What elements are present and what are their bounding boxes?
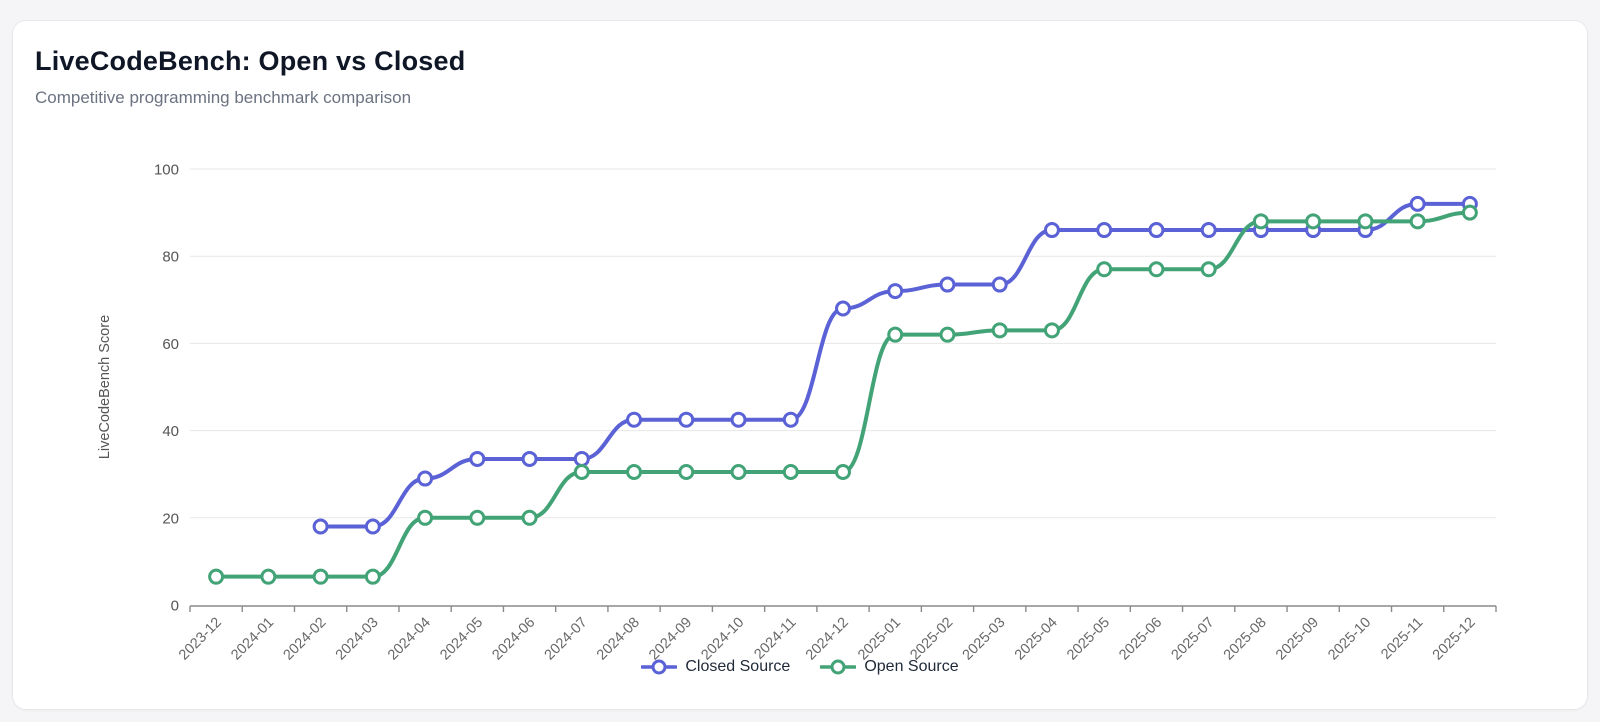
data-point-closed-source	[678, 411, 695, 428]
data-point-closed-source	[1043, 222, 1060, 239]
data-point-open-source	[835, 464, 851, 481]
svg-text:2024-04: 2024-04	[385, 615, 434, 664]
x-axis	[189, 605, 1497, 612]
svg-text:2025-10: 2025-10	[1325, 615, 1374, 664]
series-open-source	[208, 204, 1478, 585]
svg-text:2025-07: 2025-07	[1169, 615, 1218, 664]
data-point-open-source	[626, 464, 643, 481]
data-point-open-source	[1252, 213, 1269, 230]
svg-text:2024-06: 2024-06	[489, 615, 538, 664]
svg-text:2025-02: 2025-02	[907, 615, 956, 664]
data-point-open-source	[312, 568, 329, 585]
series-closed-source	[312, 195, 1478, 535]
data-point-closed-source	[730, 411, 747, 428]
svg-text:2025-03: 2025-03	[960, 615, 1009, 664]
svg-text:2024-07: 2024-07	[542, 615, 591, 664]
svg-text:2025-12: 2025-12	[1430, 615, 1479, 664]
svg-text:2025-09: 2025-09	[1273, 615, 1322, 664]
data-point-open-source	[782, 464, 799, 481]
svg-text:2024-10: 2024-10	[698, 615, 747, 664]
data-point-closed-source	[521, 450, 538, 467]
svg-text:2024-11: 2024-11	[751, 615, 799, 663]
data-point-closed-source	[991, 276, 1008, 293]
data-point-closed-source	[417, 470, 434, 487]
chart-header: LiveCodeBench: Open vs Closed Competitiv…	[35, 45, 465, 108]
chart-subtitle: Competitive programming benchmark compar…	[35, 87, 412, 107]
svg-text:2025-05: 2025-05	[1064, 615, 1113, 664]
data-point-closed-source	[939, 276, 956, 293]
data-point-open-source	[469, 509, 486, 526]
svg-text:100: 100	[154, 162, 179, 179]
x-tick-labels: 2023-12 2024-01 2024-02 2024-03 2024-04 2024-…	[176, 615, 1479, 664]
data-point-open-source	[887, 326, 904, 343]
svg-text:0: 0	[171, 598, 179, 615]
y-axis-title: LiveCodeBench Score	[97, 315, 113, 459]
data-point-open-source	[991, 322, 1008, 339]
svg-text:2024-08: 2024-08	[594, 615, 643, 664]
svg-text:80: 80	[162, 249, 179, 266]
data-point-open-source	[730, 464, 747, 481]
data-point-open-source	[1461, 204, 1478, 221]
data-point-open-source	[678, 464, 695, 481]
chart-card: LiveCodeBench: Open vs Closed Competitiv…	[12, 20, 1588, 710]
svg-text:2023-12: 2023-12	[176, 615, 225, 664]
data-point-open-source	[260, 568, 277, 585]
data-point-open-source	[1409, 213, 1426, 230]
svg-text:2024-01: 2024-01	[228, 615, 277, 664]
data-point-closed-source	[626, 411, 643, 428]
data-point-open-source	[208, 568, 225, 585]
legend-label-open-source: Open Source	[864, 658, 959, 675]
data-point-closed-source	[364, 518, 381, 535]
chart-title: LiveCodeBench: Open vs Closed	[35, 46, 466, 76]
data-point-closed-source	[835, 300, 851, 317]
data-point-open-source	[364, 568, 381, 585]
data-point-closed-source	[1096, 222, 1113, 239]
svg-text:2025-01: 2025-01	[855, 615, 904, 664]
svg-text:2024-05: 2024-05	[437, 615, 486, 664]
data-point-closed-source	[887, 283, 904, 300]
svg-text:2024-02: 2024-02	[280, 615, 329, 664]
svg-text:2025-08: 2025-08	[1221, 615, 1270, 664]
data-point-open-source	[1043, 322, 1060, 339]
svg-text:60: 60	[162, 336, 179, 353]
data-point-closed-source	[469, 450, 486, 467]
data-point-closed-source	[782, 411, 799, 428]
y-gridlines	[190, 168, 1496, 519]
data-point-closed-source	[573, 450, 590, 467]
data-point-open-source	[939, 326, 956, 343]
data-point-closed-source	[1148, 222, 1165, 239]
data-point-open-source	[1096, 261, 1113, 278]
svg-text:40: 40	[162, 423, 179, 440]
legend-marker-open-source	[820, 659, 857, 675]
chart-legend: Closed Source Open Source	[13, 658, 1587, 676]
svg-text:2025-04: 2025-04	[1012, 615, 1061, 664]
svg-text:2024-09: 2024-09	[646, 615, 695, 664]
legend-item-closed-source[interactable]: Closed Source	[641, 658, 790, 676]
svg-text:20: 20	[162, 510, 179, 527]
svg-text:2024-03: 2024-03	[333, 615, 382, 664]
data-point-closed-source	[1200, 222, 1217, 239]
legend-marker-closed-source	[641, 659, 678, 675]
legend-item-open-source[interactable]: Open Source	[820, 658, 959, 676]
data-point-open-source	[417, 509, 434, 526]
data-point-open-source	[1148, 261, 1165, 278]
svg-text:2025-11: 2025-11	[1378, 615, 1426, 663]
data-point-open-source	[1357, 213, 1374, 230]
svg-text:2024-12: 2024-12	[803, 615, 852, 664]
data-point-closed-source	[312, 518, 329, 535]
y-tick-labels: 0 20 40 60 80 100	[154, 162, 179, 615]
data-point-closed-source	[1409, 195, 1426, 212]
data-point-open-source	[521, 509, 538, 526]
legend-label-closed-source: Closed Source	[685, 658, 791, 675]
data-point-open-source	[1305, 213, 1322, 230]
svg-text:2025-06: 2025-06	[1116, 615, 1165, 664]
data-point-open-source	[573, 464, 590, 481]
data-point-open-source	[1200, 261, 1217, 278]
